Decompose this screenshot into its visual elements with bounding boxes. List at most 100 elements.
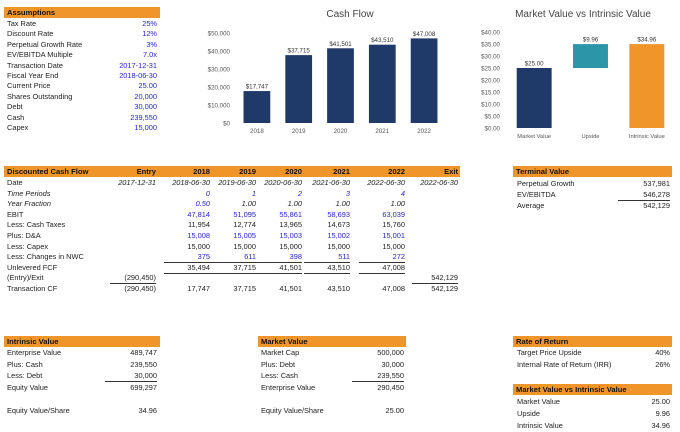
dcf-row: Less: Capex 15,000 15,000 15,000 15,000 15,00…	[0, 242, 460, 252]
dcf-cell: 0	[205, 188, 210, 198]
mv-bar	[573, 44, 608, 68]
assumptions-row: EV/EBITDA Multiple 7.0x	[7, 50, 157, 60]
dcf-cell: 2022-06-30	[420, 178, 458, 187]
mv-data-label: $9.96	[583, 37, 599, 44]
cf-data-label: $43,510	[371, 37, 394, 44]
dcf-row: Time Periods 0 1 2 3 4	[0, 189, 460, 199]
terminal-row: Average 542,129	[517, 201, 670, 211]
dcf-column-header: Exit	[444, 167, 458, 176]
dcf-cell	[359, 273, 405, 275]
dcf-row-label: EBIT	[7, 209, 24, 219]
mviv-row-label: Intrinsic Value	[517, 420, 563, 430]
dcf-row: Date 2017-12-31 2018-06-30 2019-06-30 2020-0…	[0, 178, 460, 188]
dcf-cell	[210, 273, 256, 275]
cf-data-label: $37,715	[288, 48, 311, 55]
market-row: Market Cap 500,000	[261, 348, 404, 358]
ror-title: Rate of Return	[516, 337, 569, 346]
dcf-row-label: (Entry)/Exit	[7, 273, 44, 283]
assumptions-row-value: 25.00	[138, 81, 158, 91]
assumptions-row-label: Shares Outstanding	[7, 91, 73, 101]
mv-x-tick-label: Intrinsic Value	[629, 134, 665, 140]
assumptions-row-label: Discount Rate	[7, 29, 54, 39]
dcf-cell: 4	[400, 188, 405, 198]
cf-data-label: $41,501	[329, 41, 352, 48]
terminal-row-label: Average	[517, 201, 545, 210]
ror-row: Target Price Upside 40%	[517, 348, 670, 358]
assumptions-row-label: Transaction Date	[7, 60, 64, 70]
cf-y-tick-label: $40,000	[208, 49, 231, 56]
dcf-cell: 1	[251, 188, 256, 198]
mv-y-tick-label: $0.00	[485, 126, 501, 133]
dcf-cell: 43,510	[327, 262, 350, 272]
dcf-row: Plus: D&A 15,008 15,005 15,003 15,002 15,001	[0, 231, 460, 241]
intrinsic-row: Less: Debt 30,000	[7, 371, 157, 383]
dcf-cell: 37,715	[233, 284, 256, 293]
mviv-title: Market Value vs Intrinsic Value	[516, 385, 627, 394]
cf-x-tick-label: 2021	[375, 128, 389, 135]
dcf-cell: 2018-06-30	[172, 178, 210, 187]
assumptions-row: Discount Rate 12%	[7, 29, 157, 39]
dcf-column-header: 2019	[239, 167, 256, 176]
mv-y-tick-label: $15.00	[481, 90, 500, 97]
assumptions-title: Assumptions	[7, 8, 56, 17]
cf-y-tick-label: $30,000	[208, 67, 231, 74]
dcf-cell: 15,000	[233, 241, 256, 251]
dcf-row-label: Date	[7, 178, 23, 187]
dcf-cell: 55,861	[279, 209, 302, 219]
intrinsic-row: Equity Value/Share 34.96	[7, 406, 157, 416]
dcf-cell: 35,494	[187, 262, 210, 272]
assumptions-row-label: Tax Rate	[7, 19, 37, 28]
dcf-row-label: Less: Changes in NWC	[7, 252, 84, 262]
dcf-row: Less: Cash Taxes 11,954 12,774 13,965 14,673…	[0, 220, 460, 230]
assumptions-row: Fiscal Year End 2018-06-30	[7, 71, 157, 81]
cf-bar	[327, 48, 354, 123]
assumptions-row-value: 30,000	[134, 102, 157, 112]
dcf-cell: 2017-12-31	[118, 178, 156, 187]
cf-data-label: $47,008	[413, 31, 436, 38]
intrinsic-row-label: Less: Debt	[7, 371, 43, 381]
dcf-cell: 47,008	[382, 262, 405, 272]
dcf-cell: 47,814	[187, 209, 210, 219]
cf-bar	[368, 44, 396, 123]
mv-bar	[629, 44, 665, 128]
terminal-title: Terminal Value	[516, 167, 570, 176]
mviv-row: Intrinsic Value 34.96	[517, 421, 670, 431]
terminal-row-value: 537,981	[643, 179, 670, 188]
mv-iv-chart-title: Market Value vs Intrinsic Value	[515, 9, 651, 20]
cf-y-tick-label: $10,000	[208, 103, 231, 110]
intrinsic-header: Intrinsic Value	[4, 336, 160, 347]
dcf-row: Year Fraction 0.50 1.00 1.00 1.00 1.00	[0, 199, 460, 209]
dcf-cell: 17,747	[187, 284, 210, 293]
assumptions-row-value: 20,000	[134, 91, 157, 101]
dcf-cell: 272	[359, 252, 405, 264]
dcf-row-label: Less: Cash Taxes	[7, 220, 66, 230]
intrinsic-row-value: 699,297	[130, 382, 157, 392]
cf-y-tick-label: $20,000	[208, 85, 231, 92]
mv-y-tick-label: $20.00	[481, 78, 500, 85]
market-row-value: 290,450	[377, 382, 404, 392]
dcf-cell: 41,501	[279, 262, 302, 272]
dcf-cell: (290,450)	[110, 273, 156, 285]
assumptions-row-value: 15,000	[134, 123, 157, 132]
dcf-cell	[256, 273, 302, 275]
dcf-cell: 13,965	[279, 220, 302, 230]
intrinsic-row: Plus: Cash 239,550	[7, 360, 157, 370]
dcf-cell: 2019-06-30	[218, 178, 256, 187]
dcf-cell: 15,000	[327, 241, 350, 251]
dcf-row: Transaction CF (290,450) 17,747 37,715 41,50…	[0, 284, 460, 294]
dcf-cell: 41,501	[279, 284, 302, 293]
market-row-value: 30,000	[381, 359, 404, 369]
cash-flow-chart: $0 $10,000 $20,000 $30,000 $40,000 $50,000 $17…	[208, 31, 438, 135]
dcf-cell: 14,673	[327, 220, 350, 230]
dcf-cell: 398	[256, 252, 302, 264]
dcf-row: (Entry)/Exit (290,450) 542,129	[0, 273, 460, 285]
mv-data-label: $34.96	[637, 37, 656, 44]
intrinsic-row-label: Plus: Cash	[7, 359, 43, 369]
dcf-cell: 2020-06-30	[264, 178, 302, 187]
cf-x-tick-label: 2022	[417, 128, 431, 135]
dcf-cell: (290,450)	[124, 284, 156, 293]
assumptions-row: Tax Rate 25%	[7, 19, 157, 29]
dcf-column-header: 2022	[388, 167, 405, 176]
market-row-value: 500,000	[377, 348, 404, 357]
cf-y-tick-label: $50,000	[208, 31, 231, 38]
